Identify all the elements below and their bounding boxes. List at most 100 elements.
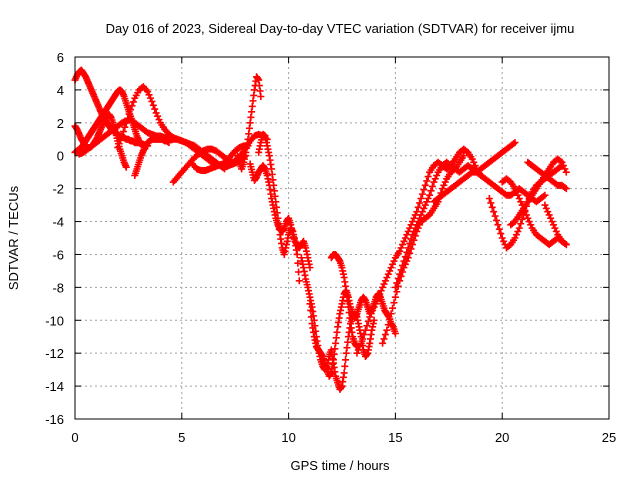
data-point-marker bbox=[366, 313, 374, 321]
data-point-marker bbox=[562, 241, 570, 249]
x-tick-label: 15 bbox=[388, 430, 402, 445]
data-point-marker bbox=[493, 216, 501, 224]
data-point-marker bbox=[115, 140, 123, 148]
data-point-marker bbox=[408, 231, 416, 239]
data-point-marker bbox=[396, 247, 404, 255]
data-point-marker bbox=[379, 339, 387, 347]
data-point-marker bbox=[357, 339, 365, 347]
data-point-marker bbox=[470, 158, 478, 166]
data-points bbox=[71, 66, 570, 393]
data-point-marker bbox=[418, 208, 426, 216]
data-point-marker bbox=[379, 283, 387, 291]
data-point-marker bbox=[367, 310, 375, 318]
data-point-marker bbox=[376, 290, 384, 298]
data-point-marker bbox=[122, 163, 130, 171]
data-point-marker bbox=[399, 241, 407, 249]
data-point-marker bbox=[494, 221, 502, 229]
data-point-marker bbox=[363, 322, 371, 330]
x-tick-labels: 0 5 10 15 20 25 bbox=[71, 430, 616, 445]
data-point-marker bbox=[121, 123, 129, 131]
data-point-marker bbox=[401, 253, 409, 261]
data-point-marker bbox=[389, 304, 397, 312]
y-tick-label: -2 bbox=[52, 182, 64, 197]
data-point-marker bbox=[401, 234, 409, 242]
data-point-marker bbox=[390, 299, 398, 307]
data-point-marker bbox=[127, 106, 135, 114]
data-point-marker bbox=[386, 315, 394, 323]
y-tick-label: -14 bbox=[45, 379, 64, 394]
data-point-marker bbox=[417, 195, 425, 203]
data-point-marker bbox=[370, 316, 378, 324]
y-tick-label: -12 bbox=[45, 346, 64, 361]
data-point-marker bbox=[386, 267, 394, 275]
data-point-marker bbox=[364, 317, 372, 325]
data-point-marker bbox=[257, 92, 265, 100]
data-point-marker bbox=[498, 234, 506, 242]
data-point-marker bbox=[428, 182, 436, 190]
data-point-marker bbox=[353, 349, 361, 357]
data-point-marker bbox=[221, 165, 229, 173]
x-tick-label: 20 bbox=[495, 430, 509, 445]
data-point-marker bbox=[387, 264, 395, 272]
data-point-marker bbox=[561, 165, 569, 173]
data-point-marker bbox=[417, 211, 425, 219]
data-point-marker bbox=[511, 185, 519, 193]
y-tick-label: 4 bbox=[57, 83, 64, 98]
data-point-marker bbox=[421, 181, 429, 189]
data-point-marker bbox=[381, 277, 389, 285]
data-point-marker bbox=[485, 195, 493, 203]
data-point-marker bbox=[295, 277, 303, 285]
data-point-marker bbox=[359, 335, 367, 343]
data-point-marker bbox=[424, 195, 432, 203]
data-point-marker bbox=[524, 214, 532, 222]
data-point-marker bbox=[354, 346, 362, 354]
data-point-marker bbox=[514, 227, 522, 235]
data-point-marker bbox=[420, 186, 428, 194]
data-point-marker bbox=[514, 191, 522, 199]
data-point-marker bbox=[511, 234, 519, 242]
y-tick-label: 2 bbox=[57, 116, 64, 131]
data-point-marker bbox=[306, 300, 314, 308]
data-point-marker bbox=[400, 257, 408, 265]
data-point-marker bbox=[294, 259, 302, 267]
plot-frame bbox=[74, 56, 610, 420]
data-point-marker bbox=[360, 331, 368, 339]
data-point-marker bbox=[561, 239, 569, 247]
data-point-marker bbox=[383, 326, 391, 334]
data-point-marker bbox=[393, 288, 401, 296]
data-point-marker bbox=[539, 192, 547, 200]
data-point-marker bbox=[522, 211, 530, 219]
data-point-marker bbox=[124, 114, 132, 122]
data-point-marker bbox=[416, 199, 424, 207]
data-point-marker bbox=[400, 237, 408, 245]
data-point-marker bbox=[421, 201, 429, 209]
x-tick-label: 25 bbox=[602, 430, 616, 445]
data-point-marker bbox=[117, 136, 125, 144]
data-point-marker bbox=[517, 198, 525, 206]
data-point-marker bbox=[148, 97, 156, 105]
data-point-marker bbox=[511, 139, 519, 147]
data-point-marker bbox=[423, 177, 431, 185]
y-tick-label: -8 bbox=[52, 280, 64, 295]
data-point-marker bbox=[512, 231, 520, 239]
data-point-marker bbox=[426, 191, 434, 199]
data-point-marker bbox=[293, 250, 301, 258]
chart-title: Day 016 of 2023, Sidereal Day-to-day VTE… bbox=[106, 21, 575, 36]
data-point-marker bbox=[391, 283, 399, 291]
data-point-marker bbox=[433, 171, 441, 179]
data-point-marker bbox=[420, 204, 428, 212]
data-point-marker bbox=[341, 362, 349, 370]
x-tick-label: 10 bbox=[281, 430, 295, 445]
data-point-marker bbox=[144, 88, 152, 96]
data-point-marker bbox=[374, 293, 382, 301]
data-point-marker bbox=[373, 297, 381, 305]
y-tick-label: -10 bbox=[45, 313, 64, 328]
data-point-marker bbox=[549, 221, 557, 229]
data-point-marker bbox=[397, 244, 405, 252]
data-point-marker bbox=[387, 310, 395, 318]
data-point-marker bbox=[490, 208, 498, 216]
data-point-marker bbox=[561, 184, 569, 192]
y-tick-label: -6 bbox=[52, 247, 64, 262]
